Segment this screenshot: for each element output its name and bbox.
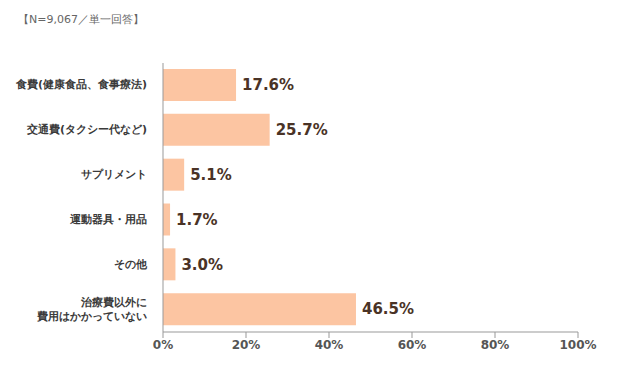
svg-text:46.5%: 46.5% bbox=[362, 300, 414, 318]
svg-text:その他: その他 bbox=[114, 258, 148, 271]
svg-text:100%: 100% bbox=[559, 338, 596, 352]
svg-text:17.6%: 17.6% bbox=[242, 76, 294, 94]
svg-text:60%: 60% bbox=[398, 338, 427, 352]
svg-text:40%: 40% bbox=[315, 338, 344, 352]
svg-text:3.0%: 3.0% bbox=[181, 256, 223, 274]
html-text:【N=9,067／単一回答】: 【N=9,067／単一回答】 bbox=[18, 13, 144, 26]
svg-text:食費(健康食品、食事療法): 食費(健康食品、食事療法) bbox=[15, 78, 147, 91]
svg-text:20%: 20% bbox=[232, 338, 261, 352]
svg-text:1.7%: 1.7% bbox=[176, 211, 218, 229]
svg-text:5.1%: 5.1% bbox=[190, 166, 232, 184]
svg-text:運動器具・用品: 運動器具・用品 bbox=[69, 213, 147, 226]
svg-text:0%: 0% bbox=[153, 338, 173, 352]
svg-text:サプリメント: サプリメント bbox=[81, 168, 147, 181]
svg-text:25.7%: 25.7% bbox=[276, 121, 328, 139]
svg-text:治療費以外に費用はかかっていない: 治療費以外に費用はかかっていない bbox=[36, 296, 147, 323]
svg-text:80%: 80% bbox=[481, 338, 510, 352]
svg-text:交通費(タクシー代など): 交通費(タクシー代など) bbox=[26, 123, 147, 136]
